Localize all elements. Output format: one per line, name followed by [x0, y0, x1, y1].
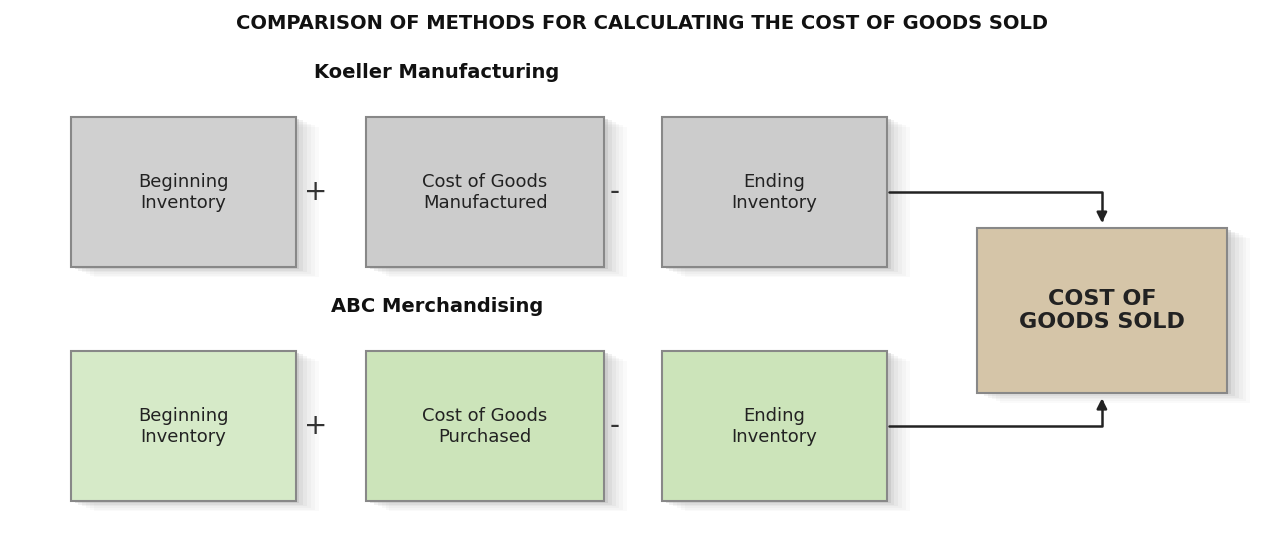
FancyBboxPatch shape	[94, 127, 319, 277]
FancyBboxPatch shape	[370, 119, 608, 269]
FancyBboxPatch shape	[86, 124, 311, 274]
FancyBboxPatch shape	[673, 356, 898, 506]
FancyBboxPatch shape	[677, 124, 902, 274]
FancyBboxPatch shape	[78, 120, 303, 271]
FancyBboxPatch shape	[78, 354, 303, 505]
FancyBboxPatch shape	[71, 117, 296, 267]
FancyBboxPatch shape	[378, 122, 616, 272]
FancyBboxPatch shape	[996, 237, 1246, 401]
FancyBboxPatch shape	[82, 122, 307, 272]
FancyBboxPatch shape	[366, 351, 604, 501]
FancyBboxPatch shape	[382, 358, 619, 508]
FancyBboxPatch shape	[374, 120, 612, 271]
Text: COMPARISON OF METHODS FOR CALCULATING THE COST OF GOODS SOLD: COMPARISON OF METHODS FOR CALCULATING TH…	[236, 14, 1049, 33]
FancyBboxPatch shape	[389, 127, 627, 277]
FancyBboxPatch shape	[681, 125, 906, 276]
Text: +: +	[305, 412, 328, 440]
Text: -: -	[609, 178, 619, 206]
FancyBboxPatch shape	[386, 359, 623, 510]
FancyBboxPatch shape	[374, 354, 612, 505]
FancyBboxPatch shape	[389, 361, 627, 511]
FancyBboxPatch shape	[662, 351, 887, 501]
FancyBboxPatch shape	[370, 353, 608, 503]
FancyBboxPatch shape	[666, 119, 891, 269]
Text: -: -	[609, 412, 619, 440]
FancyBboxPatch shape	[90, 125, 315, 276]
Text: Koeller Manufacturing: Koeller Manufacturing	[315, 63, 559, 82]
FancyBboxPatch shape	[681, 359, 906, 510]
FancyBboxPatch shape	[71, 351, 296, 501]
FancyBboxPatch shape	[82, 356, 307, 506]
Text: Ending
Inventory: Ending Inventory	[731, 407, 817, 446]
FancyBboxPatch shape	[86, 358, 311, 508]
FancyBboxPatch shape	[666, 353, 891, 503]
FancyBboxPatch shape	[984, 232, 1235, 396]
FancyBboxPatch shape	[677, 358, 902, 508]
FancyBboxPatch shape	[977, 228, 1227, 393]
FancyBboxPatch shape	[669, 120, 894, 271]
FancyBboxPatch shape	[980, 230, 1231, 394]
FancyBboxPatch shape	[669, 354, 894, 505]
FancyBboxPatch shape	[992, 235, 1243, 399]
FancyBboxPatch shape	[662, 117, 887, 267]
Text: Cost of Goods
Purchased: Cost of Goods Purchased	[423, 407, 547, 446]
FancyBboxPatch shape	[382, 124, 619, 274]
Text: Beginning
Inventory: Beginning Inventory	[137, 173, 229, 212]
FancyBboxPatch shape	[988, 233, 1239, 398]
Text: ABC Merchandising: ABC Merchandising	[330, 297, 544, 316]
FancyBboxPatch shape	[386, 125, 623, 276]
FancyBboxPatch shape	[1000, 238, 1250, 403]
Text: COST OF
GOODS SOLD: COST OF GOODS SOLD	[1019, 289, 1185, 332]
FancyBboxPatch shape	[378, 356, 616, 506]
FancyBboxPatch shape	[366, 117, 604, 267]
FancyBboxPatch shape	[673, 122, 898, 272]
FancyBboxPatch shape	[685, 361, 910, 511]
FancyBboxPatch shape	[75, 353, 299, 503]
FancyBboxPatch shape	[75, 119, 299, 269]
FancyBboxPatch shape	[94, 361, 319, 511]
FancyBboxPatch shape	[90, 359, 315, 510]
Text: Ending
Inventory: Ending Inventory	[731, 173, 817, 212]
Text: +: +	[305, 178, 328, 206]
Text: Beginning
Inventory: Beginning Inventory	[137, 407, 229, 446]
Text: Cost of Goods
Manufactured: Cost of Goods Manufactured	[423, 173, 547, 212]
FancyBboxPatch shape	[685, 127, 910, 277]
